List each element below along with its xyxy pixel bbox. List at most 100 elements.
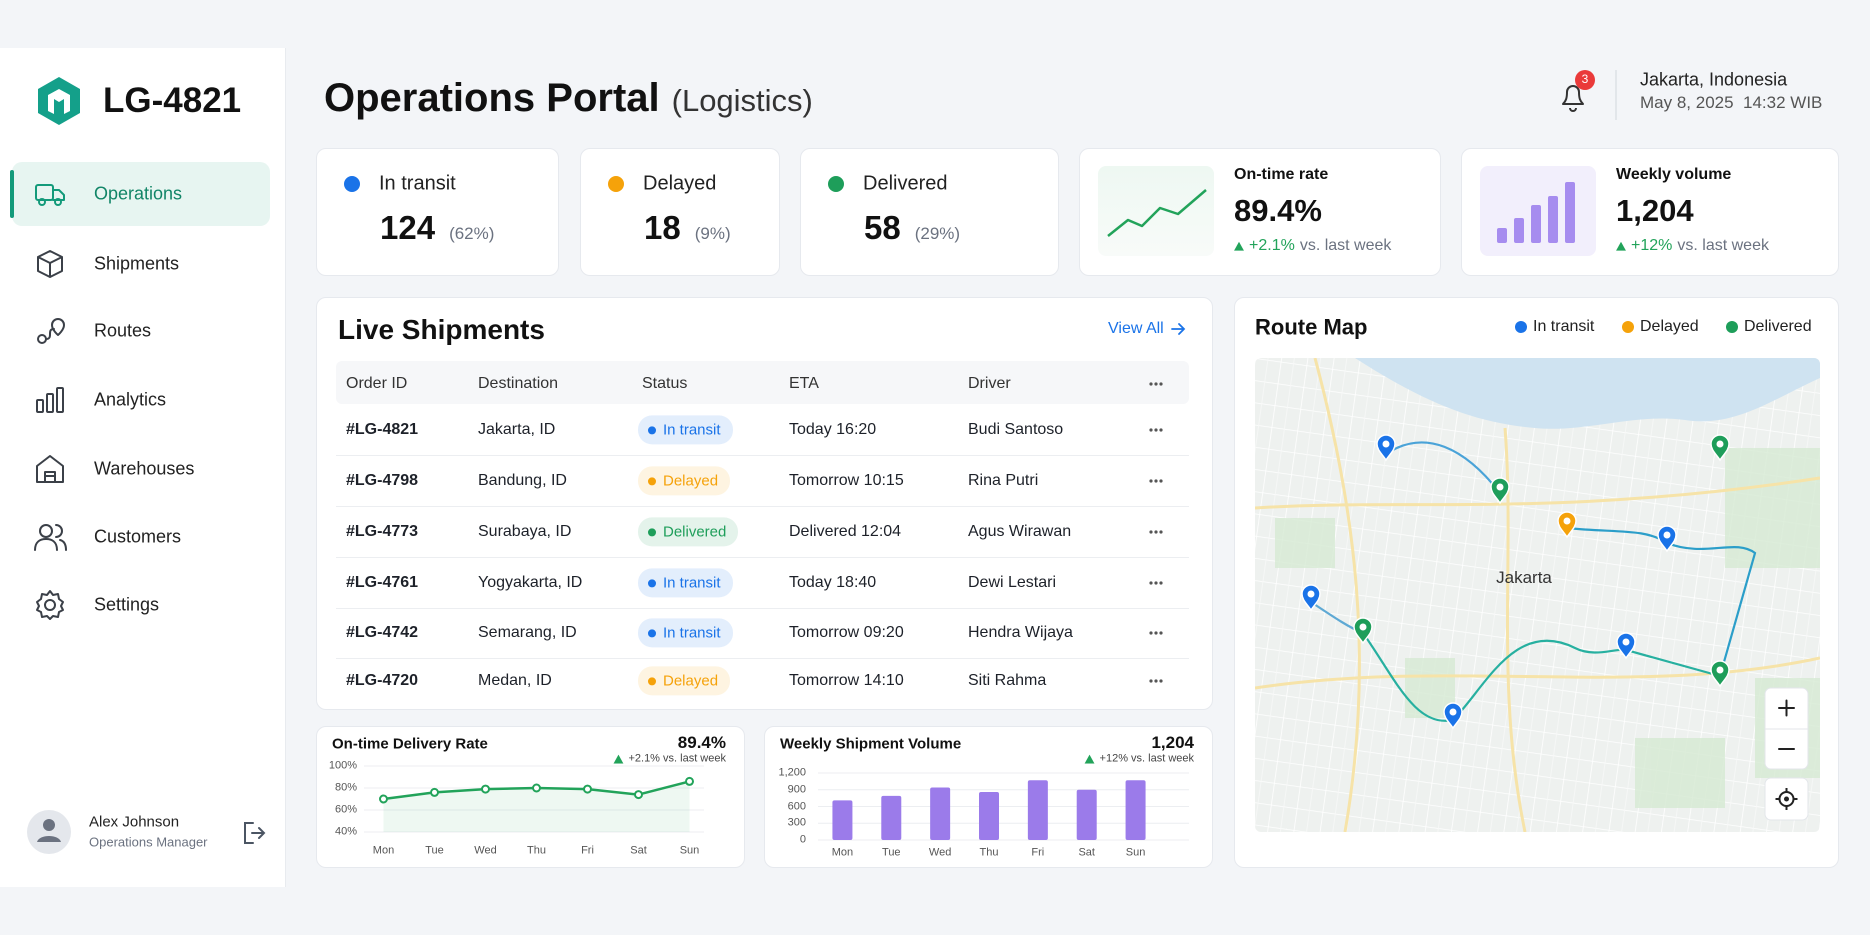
table-cell: Jakarta, ID bbox=[478, 420, 556, 438]
y-tick-label: 0 bbox=[799, 833, 806, 846]
x-tick-label: Thu bbox=[527, 844, 546, 857]
table-cell: Yogyakarta, ID bbox=[478, 573, 583, 591]
nav-item[interactable]: Warehouses bbox=[94, 458, 195, 479]
nav-active bbox=[12, 162, 270, 226]
sparkline-rate bbox=[1098, 166, 1214, 256]
status-text: Delayed bbox=[663, 672, 719, 690]
brand: LG-4821 bbox=[103, 80, 242, 120]
chart-layer bbox=[344, 176, 1738, 841]
table-cell: Medan, ID bbox=[478, 671, 552, 689]
bell-icon[interactable] bbox=[1562, 85, 1584, 112]
column-header: Destination bbox=[478, 374, 559, 392]
kpi-note: vs. last week bbox=[1299, 236, 1392, 254]
nav-item[interactable]: Analytics bbox=[94, 389, 167, 410]
stat-value-row: 58 (29%) bbox=[864, 209, 960, 247]
x-tick-label: Fri bbox=[581, 844, 594, 857]
status-pill: Delayed bbox=[638, 666, 731, 696]
point bbox=[430, 787, 439, 797]
point bbox=[685, 776, 694, 786]
chart-title: On-time Delivery Rate bbox=[332, 735, 488, 753]
stat-share: (29%) bbox=[914, 224, 961, 244]
column-header: Status bbox=[642, 374, 688, 392]
stat-value-row: 124 (62%) bbox=[380, 209, 494, 247]
x-tick-label: Tue bbox=[425, 844, 444, 857]
bar bbox=[881, 795, 902, 840]
sparkline-volume bbox=[1480, 166, 1596, 256]
view-all-arrow[interactable] bbox=[1171, 323, 1186, 335]
nav-indicator bbox=[10, 170, 14, 218]
zoom-controls[interactable] bbox=[1764, 687, 1809, 821]
stat-label: In transit bbox=[379, 172, 456, 195]
legend-label: In transit bbox=[1533, 317, 1595, 335]
table-cell: Today 16:20 bbox=[789, 420, 877, 438]
legend-dot bbox=[1515, 321, 1527, 333]
legend-label: Delayed bbox=[1640, 317, 1699, 335]
status-pill: In transit bbox=[638, 415, 733, 445]
stat-card bbox=[800, 148, 1059, 276]
point bbox=[532, 783, 541, 793]
status-text: In transit bbox=[663, 624, 721, 642]
status-dot bbox=[608, 176, 624, 192]
subtitle: (Logistics) bbox=[671, 83, 813, 118]
stat-value: 18 bbox=[644, 209, 681, 247]
chart-title: Weekly Shipment Volume bbox=[780, 735, 962, 753]
route-map bbox=[1255, 358, 1820, 832]
nav-item[interactable]: Operations bbox=[94, 183, 183, 204]
x-tick-label: Wed bbox=[474, 844, 497, 857]
kpi-label: On-time rate bbox=[1234, 165, 1329, 183]
bar bbox=[930, 787, 951, 840]
notification-badge bbox=[1575, 70, 1595, 90]
nav-item[interactable]: Settings bbox=[94, 594, 160, 615]
x-tick-label: Mon bbox=[831, 846, 854, 859]
kpi-delta: +12% vs. last week bbox=[1616, 237, 1769, 255]
legend-label: Delivered bbox=[1744, 317, 1812, 335]
panel-title: Live Shipments bbox=[338, 313, 545, 345]
table-cell: Hendra Wijaya bbox=[968, 623, 1073, 641]
view-all-link[interactable]: View All bbox=[1108, 319, 1164, 337]
order-id: #LG-4761 bbox=[346, 573, 419, 591]
x-tick-label: Sun bbox=[679, 844, 700, 857]
y-tick-label: 300 bbox=[787, 816, 806, 829]
column-header: Driver bbox=[968, 374, 1011, 392]
up-arrow-shape bbox=[1234, 241, 1244, 251]
row-divider bbox=[336, 455, 1189, 456]
point bbox=[634, 790, 643, 800]
status-pill: In transit bbox=[638, 568, 733, 598]
nav-item[interactable]: Customers bbox=[94, 526, 182, 547]
nav-item[interactable]: Shipments bbox=[94, 253, 180, 274]
up-arrow-shape bbox=[1616, 241, 1626, 251]
x-tick-label: Sat bbox=[1078, 846, 1095, 859]
chart-headline: 89.4% bbox=[677, 733, 726, 753]
chart-delta-text: +2.1% vs. last week bbox=[628, 752, 726, 765]
table-cell: Today 18:40 bbox=[789, 573, 877, 591]
table-cell: Delivered 12:04 bbox=[789, 522, 902, 540]
x-tick-label: Fri bbox=[1031, 846, 1045, 859]
stat-share: (9%) bbox=[694, 224, 731, 244]
datetime: May 8, 2025 14:32 WIB bbox=[1640, 93, 1823, 113]
y-tick-label: 900 bbox=[787, 783, 806, 796]
stat-label: Delivered bbox=[863, 172, 948, 195]
user-role: Operations Manager bbox=[89, 834, 208, 850]
kpi-value: 1,204 bbox=[1616, 193, 1694, 229]
column-header: ETA bbox=[789, 374, 819, 392]
status-pill-dot bbox=[648, 629, 656, 637]
table-cell: Bandung, ID bbox=[478, 471, 567, 489]
location: Jakarta, Indonesia bbox=[1640, 69, 1788, 90]
x-tick-label: Tue bbox=[882, 846, 901, 859]
row-menus[interactable] bbox=[1149, 382, 1163, 683]
table-header-bg bbox=[336, 361, 1189, 404]
nav-item[interactable]: Routes bbox=[94, 320, 152, 341]
table-cell: Dewi Lestari bbox=[968, 573, 1057, 591]
kpi-note: vs. last week bbox=[1677, 236, 1769, 254]
table-cell: Tomorrow 09:20 bbox=[789, 623, 904, 641]
status-pill-dot bbox=[648, 477, 656, 485]
table-cell: Semarang, ID bbox=[478, 623, 577, 641]
x-tick-label: Mon bbox=[372, 844, 395, 857]
y-tick-label: 100% bbox=[328, 759, 357, 772]
logout-icon[interactable] bbox=[244, 822, 266, 844]
page-title: Operations Portal (Logistics) bbox=[324, 75, 813, 121]
stat-card bbox=[316, 148, 559, 276]
